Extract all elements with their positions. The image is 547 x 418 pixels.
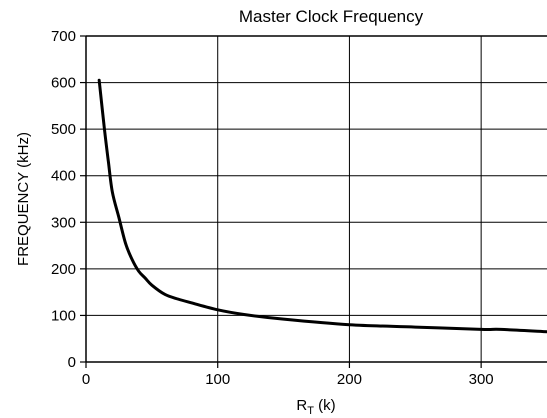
y-tick-label: 400 (51, 168, 76, 185)
x-tick-label: 0 (82, 371, 90, 388)
y-tick-label: 200 (51, 261, 76, 278)
x-axis-label-suffix: (k) (314, 397, 336, 414)
y-tick-label: 300 (51, 214, 76, 231)
series-layer (99, 80, 547, 331)
y-tick-label: 500 (51, 121, 76, 138)
x-tick-label: 300 (469, 371, 494, 388)
series-line (99, 80, 547, 331)
y-tick-label: 700 (51, 28, 76, 45)
chart-title: Master Clock Frequency (239, 7, 424, 26)
y-tick-label: 100 (51, 307, 76, 324)
y-tick-label: 0 (68, 354, 76, 371)
axes (86, 36, 547, 362)
y-tick-label: 600 (51, 75, 76, 92)
y-axis-label: FREQUENCY (kHz) (15, 132, 32, 266)
x-axis-label-main: R (296, 397, 307, 414)
grid-lines (86, 36, 547, 362)
x-tick-label: 100 (205, 371, 230, 388)
x-axis-label: RT (k) (296, 397, 335, 417)
x-tick-label: 200 (337, 371, 362, 388)
